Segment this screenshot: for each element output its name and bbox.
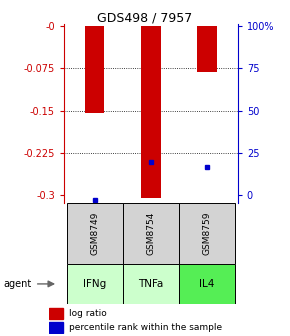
Bar [67, 264, 123, 304]
Bar [67, 203, 123, 264]
Text: GDS498 / 7957: GDS498 / 7957 [97, 12, 193, 25]
Bar [197, 26, 217, 72]
Text: agent: agent [3, 279, 31, 289]
Text: GSM8759: GSM8759 [202, 212, 211, 255]
Bar [179, 264, 235, 304]
Text: GSM8754: GSM8754 [146, 212, 155, 255]
Text: TNFa: TNFa [138, 279, 164, 289]
Text: IL4: IL4 [199, 279, 215, 289]
Text: log ratio: log ratio [68, 309, 106, 318]
Bar [179, 203, 235, 264]
Text: percentile rank within the sample: percentile rank within the sample [68, 323, 222, 332]
Text: IFNg: IFNg [83, 279, 106, 289]
Bar [141, 26, 161, 198]
Bar [123, 203, 179, 264]
Bar [85, 26, 104, 114]
Text: GSM8749: GSM8749 [90, 212, 99, 255]
Bar [49, 322, 63, 333]
Bar [123, 264, 179, 304]
Bar [49, 308, 63, 319]
